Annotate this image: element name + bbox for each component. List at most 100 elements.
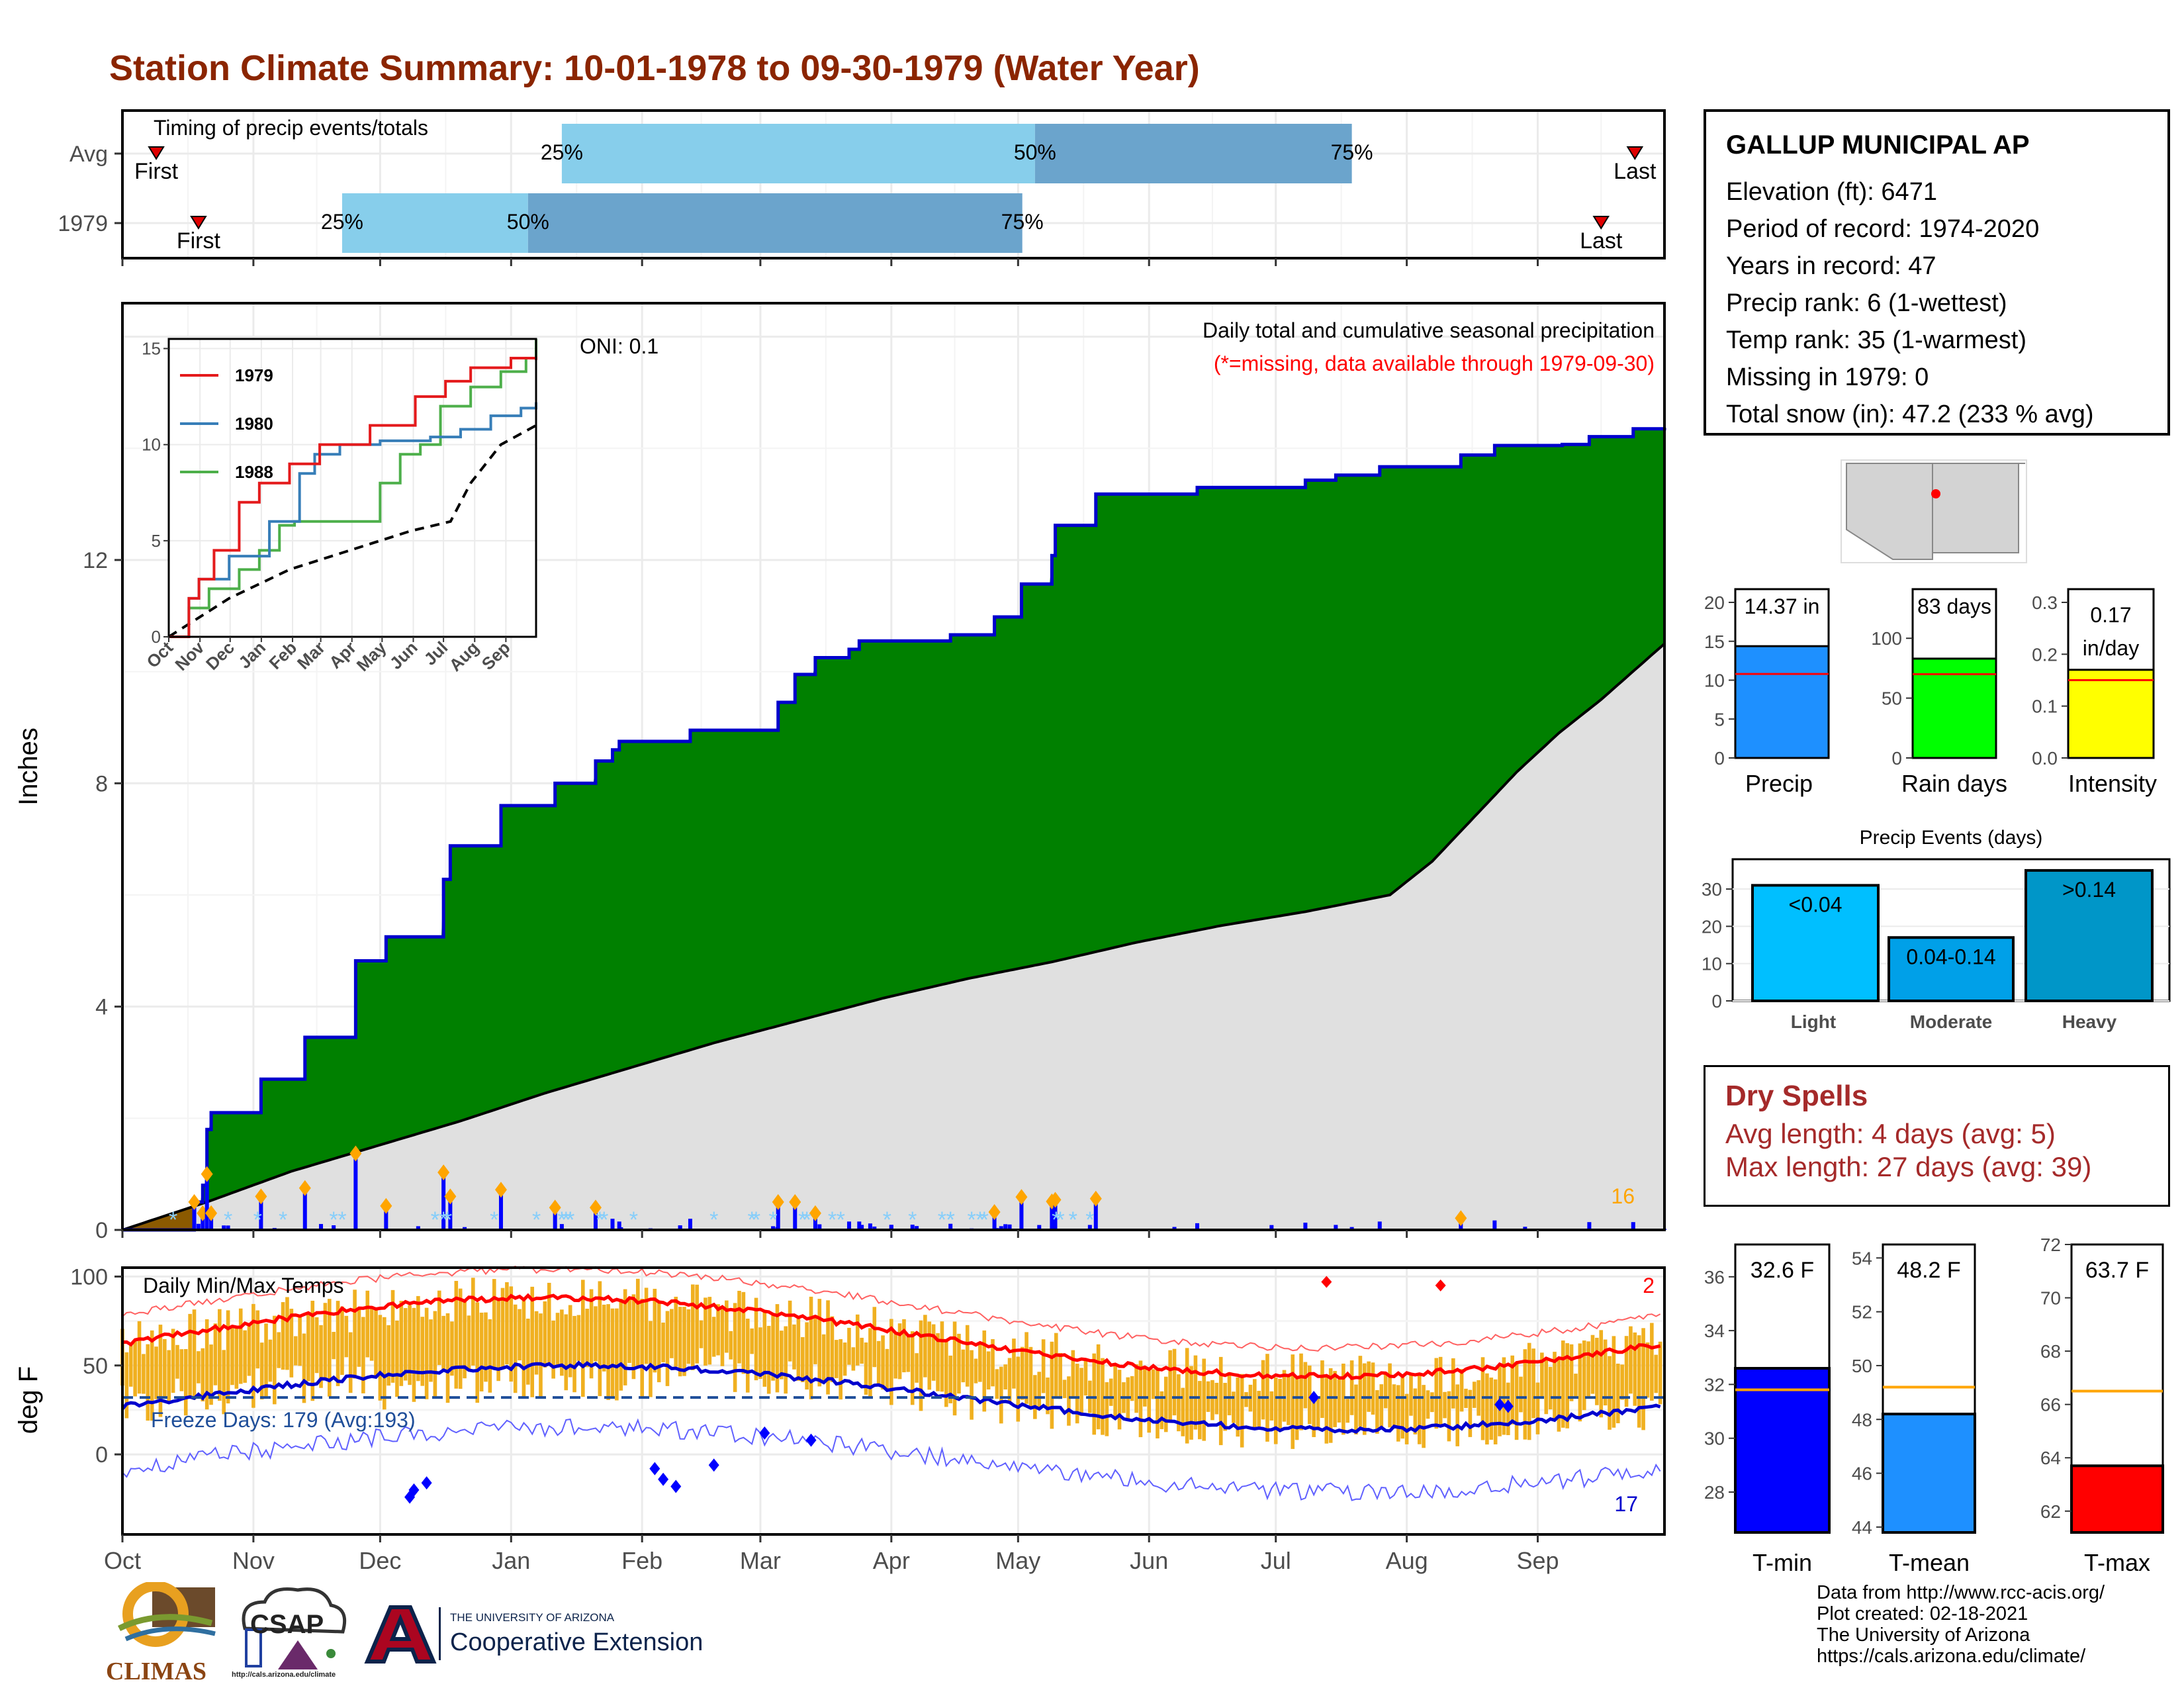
daily-temp-bar — [1413, 1388, 1418, 1434]
daily-precip-marker — [188, 1194, 201, 1210]
record-low-marker — [649, 1462, 660, 1476]
event-bar-label: Light — [1791, 1011, 1836, 1032]
daily-temp-bar — [285, 1297, 289, 1370]
daily-temp-bar — [547, 1282, 551, 1365]
daily-temp-bar — [1163, 1376, 1168, 1432]
events-ytick: 10 — [1702, 954, 1722, 974]
daily-temp-bar — [572, 1315, 576, 1393]
daily-temp-bar — [1172, 1348, 1177, 1416]
station-name: GALLUP MUNICIPAL AP — [1726, 130, 2030, 160]
daily-precip-marker — [444, 1188, 457, 1205]
daily-temp-bar — [1295, 1376, 1299, 1440]
daily-temp-bar — [251, 1303, 255, 1408]
timing-first-label: First — [134, 159, 179, 184]
daily-temp-bar — [1016, 1356, 1021, 1422]
small-bar-label: Rain days — [1901, 770, 2007, 797]
record-high-marker — [1321, 1276, 1332, 1288]
daily-precip-bar — [448, 1196, 453, 1230]
daily-temp-bar — [1181, 1387, 1185, 1436]
daily-temp-bar — [1375, 1390, 1379, 1434]
daily-temp-bar — [179, 1349, 184, 1391]
daily-temp-bar — [889, 1319, 893, 1405]
daily-temp-bar — [1273, 1377, 1278, 1444]
daily-temp-bar — [163, 1338, 167, 1399]
daily-temp-bar — [1354, 1384, 1358, 1434]
daily-temp-bar — [974, 1358, 978, 1383]
temp-bar-value: 32.6 F — [1751, 1258, 1814, 1283]
inset-series-line-1979 — [169, 357, 537, 638]
ua-logo: THE UNIVERSITY OF ARIZONA Cooperative Ex… — [361, 1602, 745, 1668]
daily-temp-bar — [1608, 1356, 1612, 1430]
daily-precip-bar — [196, 1223, 201, 1230]
daily-temp-bar — [1028, 1346, 1033, 1408]
csap-url: http://cals.arizona.edu/climate — [232, 1671, 336, 1679]
daily-temp-bar — [1595, 1337, 1599, 1405]
daily-temp-bar — [1641, 1328, 1645, 1430]
daily-temp-bar — [1333, 1371, 1337, 1427]
snow-marker: * — [629, 1207, 638, 1233]
daily-temp-bar — [1645, 1342, 1650, 1398]
daily-temp-bar — [264, 1323, 268, 1397]
daily-temp-bar — [1578, 1343, 1582, 1422]
daily-precip-bar — [610, 1219, 615, 1230]
daily-temp-bar — [192, 1309, 197, 1400]
daily-temp-bar — [775, 1304, 780, 1393]
daily-temp-bar — [1447, 1391, 1451, 1442]
daily-temp-bar — [1210, 1380, 1214, 1421]
snow-marker: * — [798, 1207, 807, 1233]
small-bar-ytick: 0.3 — [2032, 592, 2058, 613]
daily-temp-bar — [1058, 1352, 1062, 1399]
daily-temp-bar — [686, 1309, 691, 1364]
daily-temp-bar — [805, 1322, 809, 1390]
daily-temp-bar — [509, 1286, 514, 1382]
daily-temp-bar — [492, 1279, 496, 1370]
daily-temp-bar — [885, 1348, 889, 1391]
daily-precip-marker — [772, 1194, 784, 1210]
event-bar-value: <0.04 — [1789, 892, 1843, 916]
event-bar-label: Moderate — [1910, 1011, 1992, 1032]
month-label: Jan — [492, 1547, 530, 1574]
main-chart: 25% 50% 75% First Last Avg 25% 50% 75% First Last 1… — [14, 109, 1666, 1574]
daily-temp-bar — [619, 1299, 623, 1391]
daily-temp-bar — [137, 1321, 142, 1394]
daily-temp-bar — [226, 1310, 230, 1404]
daily-temp-bar — [1379, 1384, 1384, 1430]
timing-bar-25-50 — [341, 193, 528, 253]
daily-temp-bar — [230, 1325, 234, 1385]
daily-temp-bar — [699, 1320, 704, 1348]
daily-temp-bar — [923, 1315, 927, 1378]
footer-line: https://cals.arizona.edu/climate/ — [1817, 1646, 2086, 1667]
timing-panel-border — [121, 109, 1666, 259]
daily-temp-bar — [412, 1307, 416, 1402]
daily-temp-bar — [1599, 1330, 1604, 1418]
station-stat-line: Total snow (in): 47.2 (233 % avg) — [1726, 400, 2094, 428]
daily-precip-bar — [617, 1221, 621, 1230]
daily-temp-bar — [1227, 1372, 1232, 1416]
event-bar-light — [1751, 884, 1880, 1002]
daily-temp-bar — [1371, 1362, 1375, 1415]
daily-precip-bar — [332, 1225, 336, 1230]
snow-marker: * — [938, 1207, 946, 1233]
daily-temp-bar — [247, 1326, 251, 1376]
daily-temp-bar — [695, 1284, 699, 1364]
small-bar-ytick: 10 — [1704, 671, 1725, 691]
small-bar-ytick: 0 — [1714, 748, 1725, 769]
event-bar-value: 0.04-0.14 — [1906, 945, 1995, 968]
daily-temp-bar — [1168, 1350, 1172, 1423]
daily-temp-bar — [809, 1296, 813, 1399]
daily-temp-bar — [1345, 1399, 1350, 1423]
station-stat-line: Precip rank: 6 (1-wettest) — [1726, 289, 2007, 317]
record-low-line — [122, 1418, 1661, 1501]
daily-temp-bar — [830, 1316, 835, 1382]
daily-temp-bar — [424, 1307, 429, 1399]
daily-temp-bar — [1257, 1391, 1261, 1427]
daily-temp-bar — [471, 1278, 475, 1366]
daily-temp-bar — [670, 1309, 674, 1358]
daily-precip-bar — [441, 1172, 446, 1230]
inset-ytick-label: 0 — [152, 627, 161, 647]
daily-precip-bar — [1019, 1197, 1024, 1230]
daily-precip-bar — [416, 1226, 420, 1230]
daily-precip-bar — [678, 1225, 682, 1230]
snow-marker: * — [490, 1207, 498, 1233]
daily-temp-bar — [213, 1323, 218, 1385]
